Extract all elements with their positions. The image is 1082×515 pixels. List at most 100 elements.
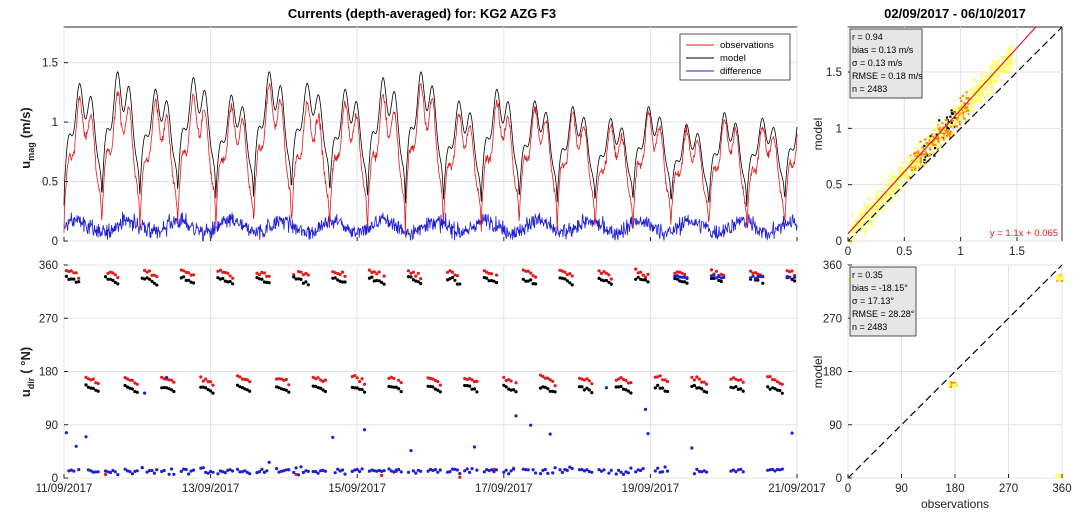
density-cell (1003, 56, 1006, 59)
difference-point (267, 460, 271, 464)
density-cell (995, 64, 998, 67)
density-cell (975, 92, 978, 95)
difference-point (453, 467, 457, 471)
difference-point (123, 467, 127, 471)
observations-point (340, 270, 345, 274)
difference-point (172, 472, 176, 476)
difference-point (702, 469, 706, 473)
observations-point (619, 376, 623, 380)
difference-point (709, 274, 714, 278)
observations-point (380, 473, 384, 478)
observations-point (504, 378, 508, 383)
density-cell (902, 168, 905, 172)
density-cell (967, 97, 970, 100)
observations-point (453, 273, 457, 277)
density-cell (970, 109, 973, 112)
observations-point (705, 382, 709, 386)
density-cell (932, 132, 935, 135)
model-point (245, 388, 249, 392)
density-cell (873, 204, 876, 207)
density-cell (938, 126, 941, 130)
observations-point (570, 274, 574, 278)
difference-point (570, 466, 574, 471)
difference-point (614, 472, 618, 476)
observations-point (753, 271, 758, 275)
density-cell (936, 136, 939, 139)
model-point (336, 278, 340, 282)
density-cell (864, 228, 867, 231)
model-point (551, 389, 555, 393)
difference-point (790, 431, 794, 435)
density-cell (958, 120, 961, 123)
observations-point (416, 271, 420, 275)
observations-point (709, 268, 714, 272)
density-cell (893, 176, 896, 179)
density-cell (1008, 65, 1011, 68)
observations-point (187, 271, 191, 275)
difference-point (350, 469, 354, 473)
model-point (778, 388, 782, 393)
density-cell (919, 159, 922, 162)
difference-point (692, 472, 697, 476)
density-cell (1005, 71, 1008, 74)
density-cell (877, 207, 880, 210)
density-cell (991, 71, 994, 74)
observations-point (543, 376, 547, 380)
difference-point (216, 472, 220, 476)
observations-point (411, 270, 415, 274)
density-cell (965, 105, 968, 108)
model-point (568, 281, 572, 285)
udir-scatter-tick-label-x: 270 (999, 483, 1018, 495)
observations-point (336, 271, 340, 276)
difference-point (619, 470, 623, 474)
density-cell (962, 110, 965, 113)
density-cell (952, 382, 955, 385)
observations-point (221, 270, 225, 274)
difference-point (597, 468, 601, 472)
model-point (470, 387, 474, 391)
density-cell (938, 129, 941, 132)
difference-point (643, 407, 648, 411)
difference-points (64, 273, 797, 477)
udir-tick-label-y: 360 (39, 260, 58, 272)
density-cell (917, 159, 920, 162)
observations-point (287, 383, 291, 387)
density-cell (960, 114, 963, 117)
density-cell (979, 97, 982, 101)
density-cell (992, 70, 995, 73)
density-cell (873, 206, 876, 210)
difference-point (560, 470, 565, 474)
density-cell (859, 210, 862, 213)
difference-point (431, 468, 435, 473)
difference-point (323, 469, 327, 473)
model-point (629, 391, 633, 395)
difference-point (736, 468, 741, 472)
difference-point (590, 470, 594, 474)
density-cell (941, 138, 944, 141)
model-point (790, 277, 794, 281)
model-point (201, 385, 205, 389)
model-point (546, 387, 550, 391)
observations-point (683, 272, 687, 277)
density-cell (913, 171, 916, 174)
density-cell (889, 175, 892, 178)
density-cell (949, 384, 953, 387)
density-cell (982, 95, 986, 98)
model-points (64, 274, 797, 395)
observations-point (599, 271, 604, 275)
difference-point (394, 468, 398, 472)
observations-point (267, 274, 271, 278)
density-cell (864, 232, 867, 235)
density-cell (914, 151, 917, 154)
observations-point (199, 375, 203, 379)
density-cell (850, 226, 853, 229)
observations-point (661, 378, 665, 382)
density-cell (959, 104, 962, 107)
density-cell (941, 136, 944, 139)
observations-point (485, 270, 489, 274)
density-cell (870, 212, 873, 215)
density-cell (990, 88, 993, 91)
density-cell (885, 195, 888, 198)
observations-point (387, 376, 391, 380)
difference-point (287, 468, 291, 472)
